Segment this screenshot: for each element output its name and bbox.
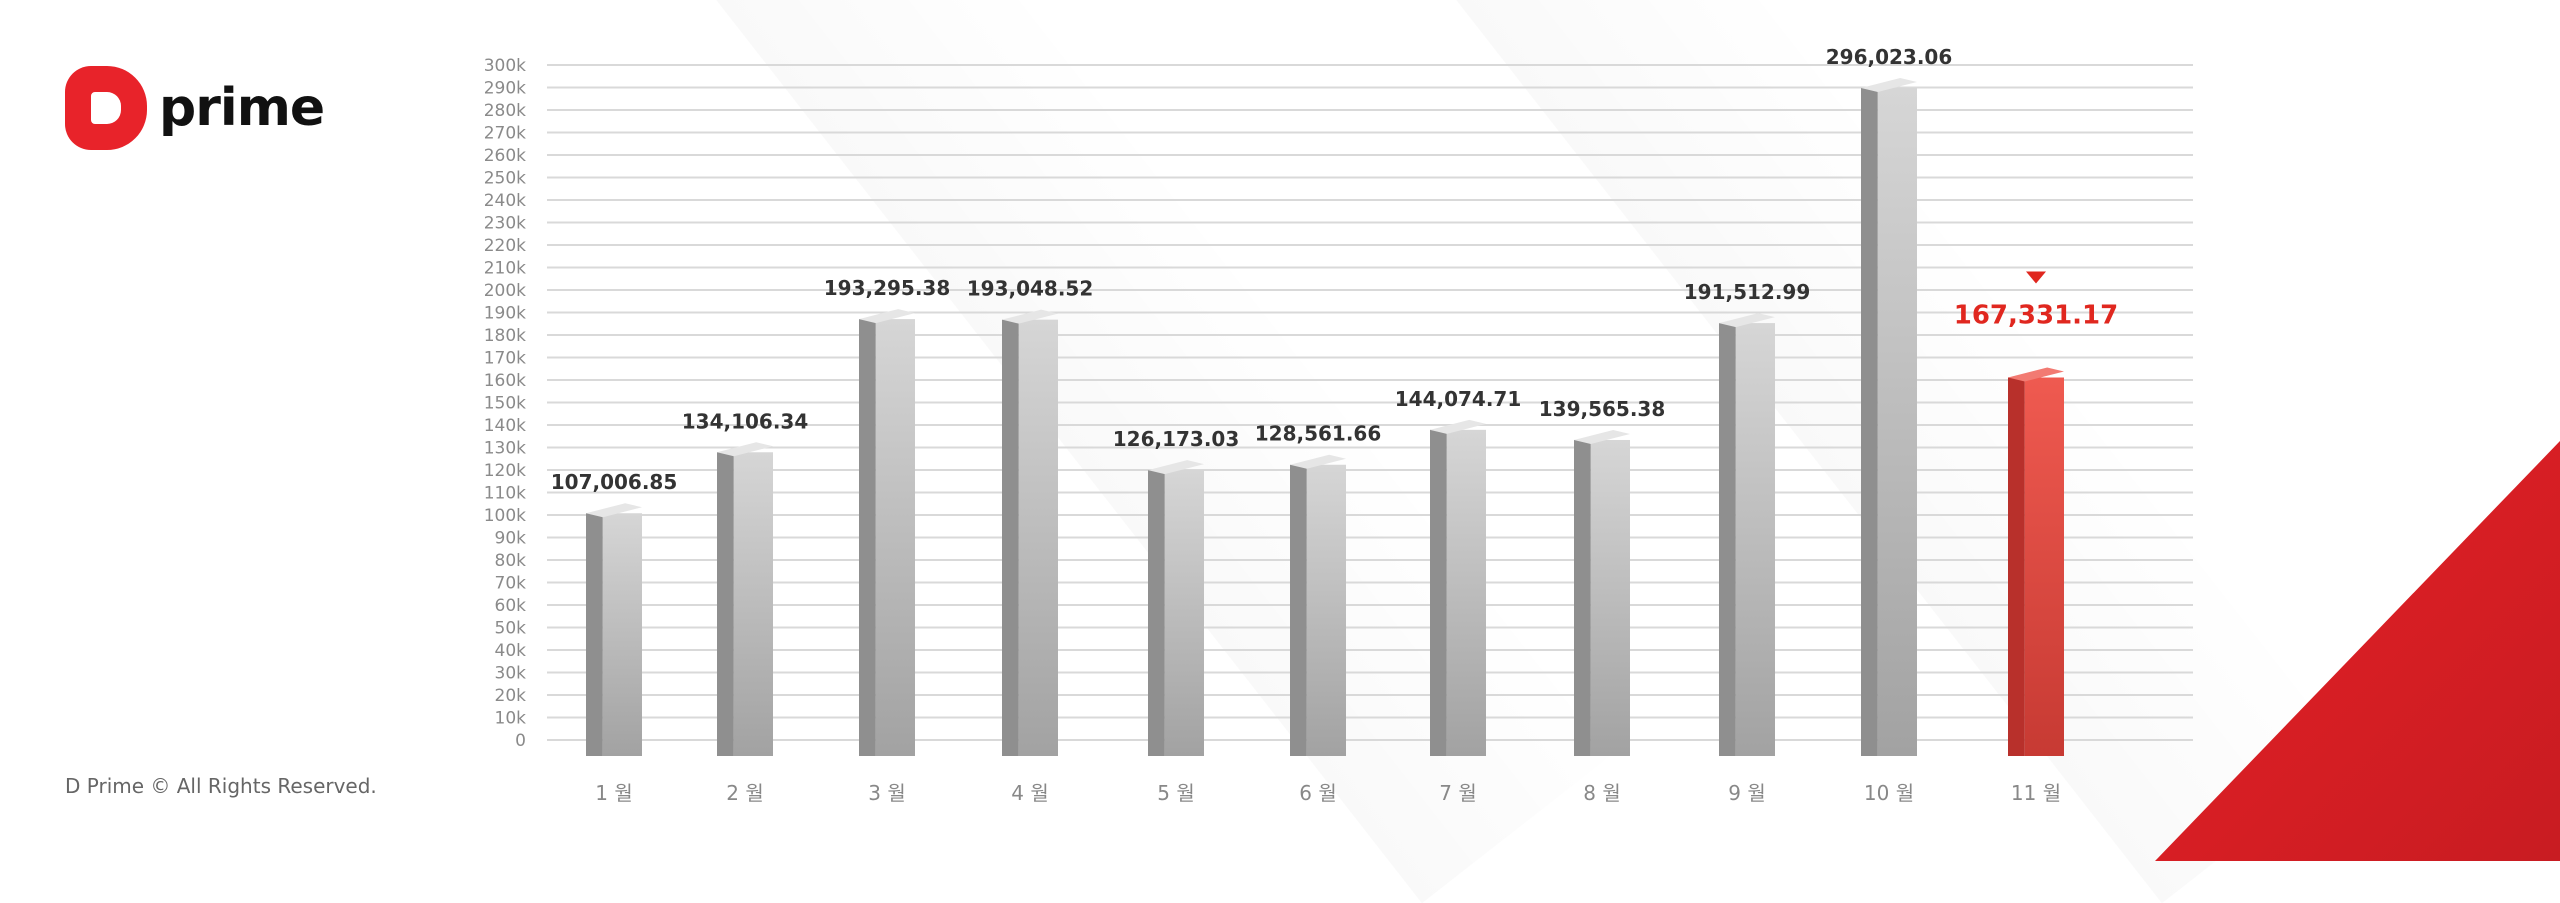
- y-tick-label: 100k: [484, 506, 526, 526]
- bar-value-label: 134,106.34: [682, 409, 809, 433]
- x-tick-label: 1 월: [595, 781, 632, 805]
- y-tick-label: 260k: [484, 146, 526, 166]
- bar-side: [1148, 470, 1165, 756]
- bar: [1590, 439, 1630, 756]
- y-tick-label: 140k: [484, 416, 526, 436]
- bar: [1877, 87, 1917, 756]
- x-tick-label: 11 월: [2011, 781, 2061, 805]
- bar-side: [1574, 439, 1591, 756]
- bar-value-label: 107,006.85: [551, 470, 678, 494]
- x-tick-label: 10 월: [1864, 781, 1914, 805]
- bar-top: [586, 503, 642, 518]
- bar-value-label: 193,048.52: [967, 277, 1094, 301]
- y-tick-label: 70k: [495, 574, 527, 594]
- bar: [2024, 377, 2064, 756]
- x-tick-label: 8 월: [1583, 781, 1620, 805]
- x-tick-label: 3 월: [868, 781, 905, 805]
- bar-top: [1719, 313, 1775, 328]
- y-tick-label: 30k: [495, 664, 527, 684]
- dprime-logo: prime: [65, 66, 325, 150]
- bar: [875, 319, 915, 756]
- y-tick-label: 90k: [495, 529, 527, 549]
- bar-side: [859, 319, 876, 756]
- y-tick-label: 300k: [484, 56, 526, 76]
- y-tick-label: 60k: [495, 596, 527, 616]
- y-tick-label: 290k: [484, 79, 526, 99]
- bar-top: [717, 442, 773, 457]
- copyright-footer: D Prime © All Rights Reserved.: [65, 774, 377, 798]
- bar-value-label: 144,074.71: [1395, 387, 1522, 411]
- y-tick-label: 50k: [495, 619, 527, 639]
- y-tick-label: 270k: [484, 124, 526, 144]
- bar-side: [1290, 464, 1307, 756]
- x-tick-label: 7 월: [1439, 781, 1476, 805]
- bar-top: [1148, 460, 1204, 475]
- bar-top: [1290, 454, 1346, 469]
- y-tick-label: 10k: [495, 709, 527, 729]
- x-tick-label: 4 월: [1011, 781, 1048, 805]
- logo-text: prime: [159, 78, 325, 138]
- bar-side: [1002, 319, 1019, 756]
- y-tick-label: 250k: [484, 169, 526, 189]
- bar-top: [2008, 367, 2064, 382]
- y-tick-label: 110k: [484, 484, 526, 504]
- bar-value-label: 193,295.38: [824, 276, 951, 300]
- bar-side: [586, 513, 603, 756]
- y-tick-label: 150k: [484, 394, 526, 414]
- y-tick-label: 170k: [484, 349, 526, 369]
- bar: [1018, 319, 1058, 756]
- x-tick-label: 2 월: [726, 781, 763, 805]
- y-tick-label: 220k: [484, 236, 526, 256]
- bar: [1164, 470, 1204, 756]
- y-tick-label: 280k: [484, 101, 526, 121]
- red-corner-decoration: [2155, 441, 2560, 861]
- y-tick-label: 160k: [484, 371, 526, 391]
- bar: [1735, 323, 1775, 756]
- y-tick-label: 120k: [484, 461, 526, 481]
- y-tick-label: 130k: [484, 439, 526, 459]
- bar-top: [859, 309, 915, 324]
- bar-top: [1002, 309, 1058, 324]
- y-tick-label: 0: [515, 731, 526, 751]
- y-tick-label: 200k: [484, 281, 526, 301]
- bar-side: [1719, 323, 1736, 756]
- bar-value-label: 128,561.66: [1255, 422, 1382, 446]
- bar: [1446, 429, 1486, 756]
- x-tick-label: 9 월: [1728, 781, 1765, 805]
- bar-value-label: 191,512.99: [1684, 280, 1811, 304]
- y-tick-label: 40k: [495, 641, 527, 661]
- bar-value-label: 167,331.17: [1954, 301, 2118, 331]
- bar: [602, 513, 642, 756]
- bar-value-label: 126,173.03: [1113, 427, 1240, 451]
- bar-side: [717, 452, 734, 756]
- y-tick-label: 80k: [495, 551, 527, 571]
- bar-top: [1574, 429, 1630, 444]
- bar-value-label: 296,023.06: [1826, 45, 1953, 69]
- bar-side: [1430, 429, 1447, 756]
- y-tick-label: 210k: [484, 259, 526, 279]
- y-tick-label: 20k: [495, 686, 527, 706]
- bar: [733, 452, 773, 756]
- bar-value-label: 139,565.38: [1539, 397, 1666, 421]
- y-tick-label: 240k: [484, 191, 526, 211]
- down-arrow-icon: [2026, 271, 2046, 284]
- bar-side: [1861, 87, 1878, 756]
- logo-d-icon: [65, 66, 147, 150]
- bar-top: [1430, 419, 1486, 434]
- bar-top: [1861, 77, 1917, 92]
- x-tick-label: 5 월: [1157, 781, 1194, 805]
- x-tick-label: 6 월: [1299, 781, 1336, 805]
- y-tick-label: 190k: [484, 304, 526, 324]
- bar-side: [2008, 377, 2025, 756]
- y-tick-label: 230k: [484, 214, 526, 234]
- bar: [1306, 464, 1346, 756]
- y-tick-label: 180k: [484, 326, 526, 346]
